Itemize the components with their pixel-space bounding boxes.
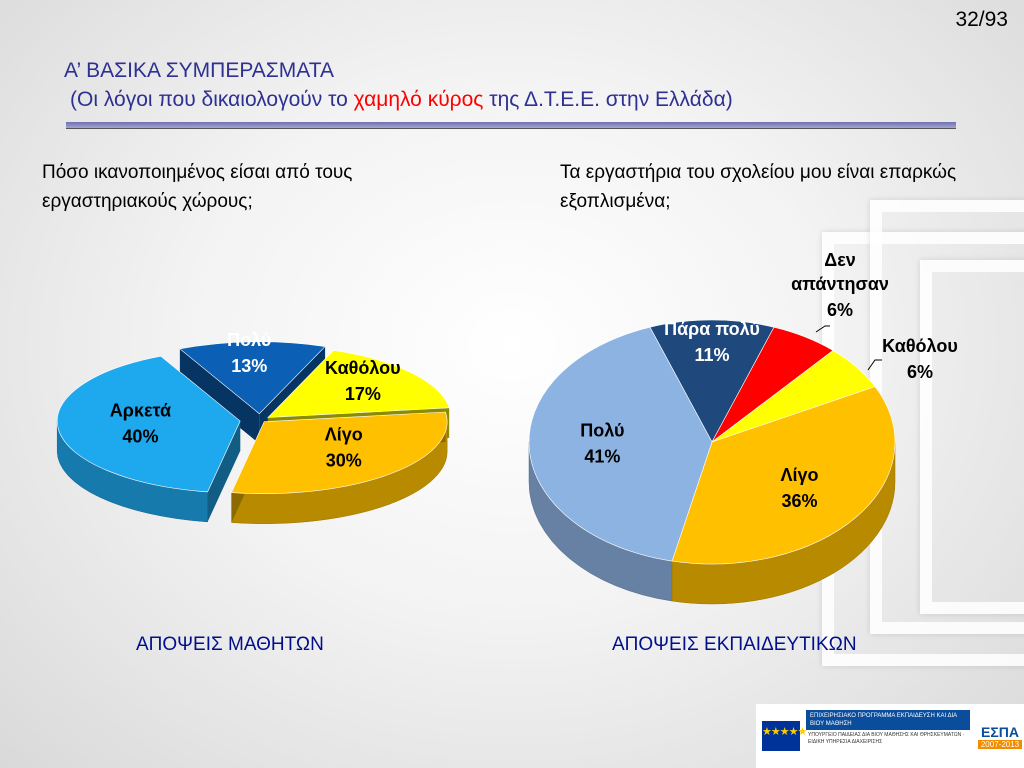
slice-value-label: 6% — [907, 362, 933, 382]
footer-logos: ★★★★★ ΕΠΙΧΕΙΡΗΣΙΑΚΟ ΠΡΟΓΡΑΜΜΑ ΕΚΠΑΙΔΕΥΣΗ… — [756, 704, 1024, 768]
leader-line — [815, 325, 830, 333]
title-subheading-start: (Οι λόγοι που δικαιολογούν το — [70, 88, 354, 111]
slice-category-label: Λίγο — [325, 424, 363, 444]
teachers-pie-chart: Πάρα πολύ 11% Δεν απάντησαν 6% Καθόλου 6% Λίγο 3… — [528, 250, 958, 605]
slice-category-label: Δεν — [824, 250, 856, 270]
pie-slice-wall — [179, 348, 260, 444]
program-ministry: ΥΠΟΥΡΓΕΙΟ ΠΑΙΔΕΙΑΣ ΔΙΑ ΒΙΟΥ ΜΑΘΗΣΗΣ ΚΑΙ … — [808, 732, 965, 745]
eu-flag-icon: ★★★★★ — [762, 721, 807, 751]
caption-teachers: ΑΠΟΨΕΙΣ ΕΚΠΑΙΔΕΥΤΙΚΩΝ — [612, 634, 857, 655]
slice-category-label: Λίγο — [781, 465, 819, 485]
caption-students: ΑΠΟΨΕΙΣ ΜΑΘΗΤΩΝ — [136, 634, 324, 655]
title-underline — [66, 122, 956, 129]
slice-category-label: Πολύ — [580, 421, 624, 441]
pie-slice-λίγο — [671, 386, 896, 565]
pie-slice-πάρα-πολύ — [649, 319, 775, 443]
program-title: ΕΠΙΧΕΙΡΗΣΙΑΚΟ ΠΡΟΓΡΑΜΜΑ ΕΚΠΑΙΔΕΥΣΗ ΚΑΙ Δ… — [806, 710, 970, 730]
pie-slice-καθόλου — [267, 350, 450, 418]
pie-slice-πολύ — [179, 341, 326, 415]
slice-category-label: Πολύ — [227, 330, 271, 350]
decorative-frame — [920, 260, 1024, 614]
slice-value-label: 13% — [231, 356, 267, 376]
slice-value-label: 41% — [584, 447, 620, 467]
slice-category-label: Πάρα πολύ — [664, 319, 760, 339]
slice-value-label: 30% — [326, 450, 362, 470]
espa-years: 2007-2013 — [977, 739, 1023, 749]
title-heading: Α’ ΒΑΣΙΚΑ ΣΥΜΠΕΡΑΣΜΑΤΑ — [64, 59, 334, 82]
question-students: Πόσο ικανοποιημένος είσαι από τους εργασ… — [42, 162, 353, 212]
espa-name: ΕΣΠΑ — [981, 723, 1019, 740]
slice-category-label: απάντησαν — [791, 274, 889, 294]
slice-category-label: Καθόλου — [882, 336, 958, 356]
pie-slice-πολύ — [528, 326, 713, 562]
slide-title: Α’ ΒΑΣΙΚΑ ΣΥΜΠΕΡΑΣΜΑΤΑ (Οι λόγοι που δικ… — [64, 57, 964, 115]
title-subheading: (Οι λόγοι που δικαιολογούν το χαμηλό κύρ… — [64, 85, 964, 115]
question-teachers: Τα εργαστήρια του σχολείου μου είναι επα… — [560, 162, 957, 212]
students-pie-chart: Πολύ 13% Καθόλου 17% Λίγο 30% Αρκετά 40% — [56, 330, 450, 524]
pie-slice-αρκετά — [56, 355, 241, 493]
slice-value-label: 6% — [827, 300, 853, 320]
espa-logo: ΕΣΠΑ 2007-2013 — [976, 724, 1024, 749]
slice-value-label: 17% — [345, 384, 381, 404]
pie-tops — [56, 341, 450, 495]
program-logo: ΕΠΙΧΕΙΡΗΣΙΑΚΟ ΠΡΟΓΡΑΜΜΑ ΕΚΠΑΙΔΕΥΣΗ ΚΑΙ Δ… — [806, 710, 970, 762]
slice-category-label: Αρκετά — [110, 400, 171, 420]
slice-value-label: 11% — [694, 345, 729, 365]
pie-slice-wall — [207, 421, 241, 522]
title-subheading-end: της Δ.Τ.Ε.Ε. στην Ελλάδα) — [483, 88, 733, 111]
pie-slice-λίγο — [231, 411, 448, 495]
page-number: 32/93 — [955, 8, 1008, 31]
slice-value-label: 40% — [122, 426, 158, 446]
title-highlight: χαμηλό κύρος — [353, 88, 484, 111]
leader-line — [867, 359, 882, 371]
slice-value-label: 36% — [782, 491, 818, 511]
pie-labels: Πάρα πολύ 11% Δεν απάντησαν 6% Καθόλου 6% Λίγο 3… — [580, 250, 958, 511]
pie-tops — [528, 319, 896, 565]
pie-labels: Πολύ 13% Καθόλου 17% Λίγο 30% Αρκετά 40% — [110, 330, 401, 470]
slice-category-label: Καθόλου — [325, 358, 401, 378]
